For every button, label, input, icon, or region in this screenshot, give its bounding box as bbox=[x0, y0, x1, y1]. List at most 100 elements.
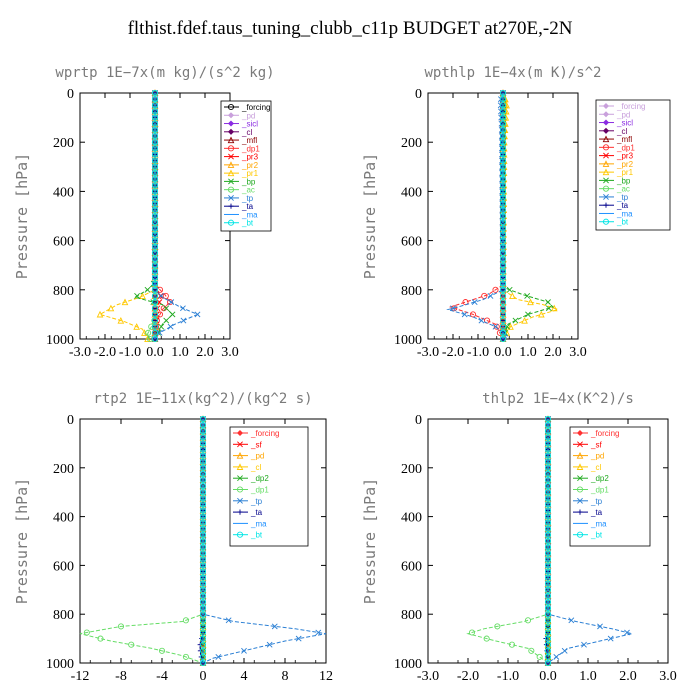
legend-label: _dp2 bbox=[250, 474, 269, 483]
y-tick-label: 1000 bbox=[46, 333, 74, 348]
series-marker bbox=[139, 292, 146, 299]
series-marker bbox=[128, 641, 135, 648]
legend-marker bbox=[603, 194, 609, 200]
series-marker bbox=[545, 299, 551, 306]
y-tick-label: 600 bbox=[401, 559, 422, 574]
legend-marker bbox=[227, 161, 235, 168]
series-marker bbox=[499, 286, 507, 293]
series-marker bbox=[199, 562, 207, 569]
series-marker bbox=[151, 169, 159, 176]
y-tick-label: 200 bbox=[53, 136, 74, 151]
series-marker bbox=[544, 629, 552, 636]
series-line bbox=[502, 92, 560, 340]
series-marker bbox=[151, 237, 159, 244]
series-marker bbox=[199, 525, 207, 532]
series-marker bbox=[199, 605, 207, 612]
series-marker bbox=[499, 145, 507, 152]
series-marker bbox=[199, 568, 207, 575]
legend-label: _ta bbox=[250, 508, 263, 517]
series-marker bbox=[199, 653, 207, 660]
series-marker bbox=[544, 464, 552, 471]
series-marker bbox=[499, 212, 507, 220]
legend-marker bbox=[228, 195, 234, 201]
series-marker bbox=[499, 237, 507, 244]
legend-label: _pd bbox=[616, 110, 630, 119]
series-marker bbox=[624, 629, 630, 636]
series-marker bbox=[544, 562, 552, 569]
series-marker bbox=[468, 629, 476, 636]
series-line bbox=[466, 419, 549, 664]
series-marker bbox=[151, 274, 159, 281]
series-marker bbox=[545, 305, 552, 312]
legend-label: _ta bbox=[590, 508, 603, 517]
series-marker bbox=[158, 647, 166, 654]
series-marker bbox=[133, 323, 140, 330]
series-marker bbox=[151, 280, 159, 287]
series-marker bbox=[499, 163, 507, 170]
series-marker bbox=[506, 286, 513, 293]
series-marker bbox=[107, 304, 115, 312]
series-marker bbox=[544, 586, 552, 593]
series-marker bbox=[499, 89, 507, 97]
series-marker bbox=[199, 464, 207, 471]
legend-label: _ta bbox=[616, 201, 629, 210]
series-marker bbox=[199, 428, 207, 435]
legend-label: _mfl bbox=[616, 135, 632, 144]
series-marker bbox=[494, 623, 501, 630]
series-marker bbox=[499, 305, 507, 312]
series-line bbox=[448, 93, 504, 340]
series-marker bbox=[550, 304, 558, 312]
series-marker bbox=[499, 151, 507, 158]
page-title: flthist.fdef.taus_tuning_clubb_c11p BUDG… bbox=[127, 18, 573, 39]
series-marker bbox=[117, 623, 125, 630]
series-marker bbox=[499, 329, 507, 336]
series-marker bbox=[499, 335, 507, 343]
series-marker bbox=[499, 182, 507, 189]
y-tick-label: 1000 bbox=[46, 657, 74, 672]
y-tick-label: 400 bbox=[53, 185, 74, 200]
legend-marker bbox=[602, 102, 610, 110]
legend-marker bbox=[602, 127, 610, 134]
series-marker bbox=[499, 132, 507, 140]
y-tick-label: 800 bbox=[53, 608, 74, 623]
x-tick-label: -3.0 bbox=[417, 345, 439, 360]
legend-label: _forcing bbox=[590, 429, 619, 438]
x-tick-label: -1.0 bbox=[119, 345, 141, 360]
series-marker bbox=[241, 647, 247, 654]
legend-label: _forcing bbox=[616, 102, 645, 111]
series-marker bbox=[544, 415, 552, 423]
x-tick-label: 0.0 bbox=[494, 345, 512, 360]
series-marker bbox=[527, 298, 534, 306]
series-marker bbox=[499, 108, 507, 115]
series-marker bbox=[199, 415, 207, 423]
series-marker bbox=[199, 501, 207, 508]
legend-label: _dp1 bbox=[590, 486, 609, 495]
series-marker bbox=[544, 440, 552, 447]
series-marker bbox=[499, 169, 507, 176]
y-tick-label: 400 bbox=[53, 511, 74, 526]
legend-label: _forcing bbox=[250, 429, 279, 438]
series-marker bbox=[597, 623, 603, 630]
legend-marker bbox=[602, 168, 610, 176]
legend-label: _dp1 bbox=[250, 486, 269, 495]
series-marker bbox=[524, 617, 532, 624]
series-marker bbox=[151, 268, 159, 275]
series-marker bbox=[151, 188, 159, 195]
series-marker bbox=[508, 641, 516, 648]
series-marker bbox=[199, 537, 207, 545]
x-tick-label: 2.0 bbox=[544, 345, 562, 360]
legend-label: _cl bbox=[241, 128, 252, 137]
series-marker bbox=[199, 623, 207, 630]
series-marker bbox=[544, 653, 552, 660]
x-tick-label: 1.0 bbox=[519, 345, 537, 360]
x-tick-label: 3.0 bbox=[221, 345, 239, 360]
y-tick-label: 200 bbox=[401, 136, 422, 151]
series-marker bbox=[544, 617, 552, 624]
series-marker bbox=[157, 293, 164, 299]
legend-label: _pr3 bbox=[616, 152, 634, 161]
series-marker bbox=[483, 635, 490, 642]
series-marker bbox=[151, 329, 159, 336]
legend-marker bbox=[227, 186, 235, 193]
series-marker bbox=[156, 329, 163, 336]
